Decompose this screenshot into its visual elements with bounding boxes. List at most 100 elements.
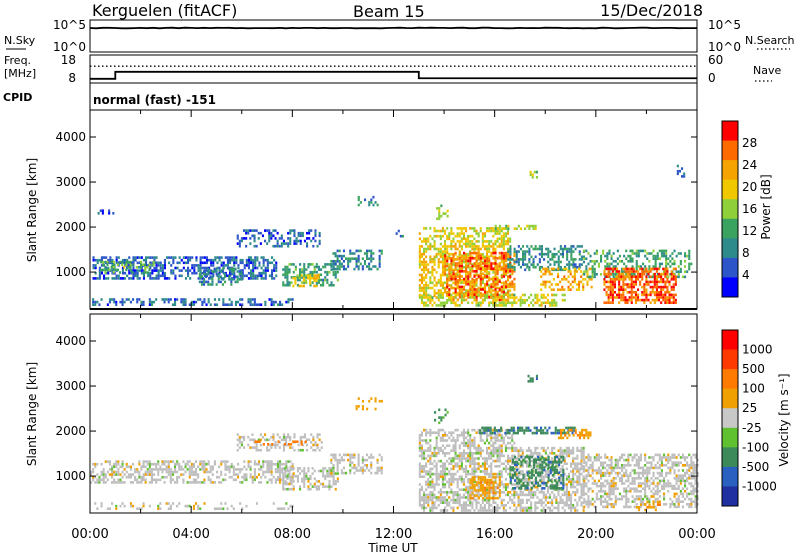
heatmap-cell (273, 269, 276, 272)
heatmap-cell (262, 271, 265, 275)
heatmap-cell (278, 244, 281, 248)
heatmap-cell (519, 449, 522, 452)
heatmap-cell (125, 470, 128, 474)
heatmap-cell (317, 480, 320, 483)
heatmap-cell (446, 257, 449, 260)
heatmap-cell (301, 270, 304, 274)
heatmap-cell (522, 252, 525, 256)
heatmap-cell (580, 275, 583, 278)
heatmap-cell (504, 485, 507, 489)
heatmap-cell (500, 257, 503, 260)
heatmap-cell (452, 268, 455, 272)
heatmap-cell (528, 491, 531, 494)
heatmap-cell (425, 250, 428, 253)
heatmap-cell (221, 267, 224, 271)
heatmap-cell (585, 249, 588, 253)
sky-tick-left-top: 10^5 (53, 18, 86, 32)
heatmap-cell (458, 285, 461, 289)
heatmap-cell (187, 256, 190, 259)
heatmap-cell (486, 250, 489, 253)
heatmap-cell (557, 255, 560, 259)
heatmap-cell (435, 446, 438, 450)
heatmap-cell (502, 454, 505, 458)
heatmap-cell (671, 252, 674, 255)
heatmap-cell (220, 264, 223, 267)
heatmap-cell (199, 264, 202, 267)
heatmap-cell (121, 481, 124, 484)
heatmap-cell (172, 261, 175, 265)
heatmap-cell (465, 472, 468, 476)
heatmap-cell (662, 278, 665, 281)
heatmap-cell (129, 268, 132, 272)
heatmap-cell (423, 475, 426, 478)
heatmap-cell (418, 493, 421, 497)
heatmap-cell (471, 457, 474, 460)
heatmap-cell (683, 172, 686, 176)
heatmap-cell (605, 267, 608, 271)
heatmap-cell (572, 475, 575, 478)
heatmap-cell (620, 298, 623, 302)
heatmap-cell (264, 438, 267, 442)
heatmap-cell (299, 273, 302, 277)
heatmap-cell (272, 433, 275, 436)
heatmap-cell (241, 475, 244, 479)
heatmap-cell (328, 482, 331, 486)
heatmap-cell (477, 275, 480, 278)
heatmap-cell (176, 481, 179, 484)
heatmap-cell (688, 265, 691, 268)
heatmap-cell (479, 272, 482, 276)
heatmap-cell (328, 485, 331, 488)
heatmap-cell (309, 263, 312, 266)
heatmap-cell (303, 268, 306, 271)
heatmap-cell (161, 475, 164, 479)
heatmap-cell (603, 270, 606, 273)
heatmap-cell (561, 449, 564, 452)
heatmap-cell (189, 258, 192, 262)
heatmap-cell (273, 258, 276, 262)
heatmap-cell (125, 462, 128, 466)
heatmap-cell (132, 462, 135, 466)
heatmap-cell (370, 456, 373, 459)
heatmap-cell (370, 453, 373, 457)
heatmap-cell (138, 460, 141, 463)
heatmap-cell (559, 252, 562, 256)
heatmap-cell (247, 277, 250, 280)
heatmap-cell (511, 258, 514, 261)
heatmap-cell (190, 303, 193, 306)
heatmap-cell (317, 268, 320, 271)
heatmap-cell (132, 473, 135, 476)
heatmap-cell (580, 270, 583, 273)
heatmap-cell (288, 469, 291, 473)
heatmap-cell (280, 237, 283, 240)
heatmap-cell (492, 293, 495, 296)
heatmap-cell (456, 491, 459, 494)
heatmap-cell (182, 460, 185, 463)
freq-panel: Freq. [MHz] 18 8 60 0 Nave (4, 53, 781, 85)
heatmap-cell (559, 446, 562, 450)
heatmap-cell (509, 245, 512, 248)
heatmap-cell (338, 267, 341, 271)
heatmap-cell (207, 478, 210, 482)
heatmap-cell (502, 467, 505, 471)
heatmap-cell (677, 273, 680, 276)
heatmap-cell (490, 245, 493, 248)
heatmap-cell (420, 298, 423, 302)
heatmap-cell (336, 254, 339, 258)
heatmap-cell (490, 462, 493, 465)
heatmap-cell (543, 258, 546, 261)
heatmap-cell (353, 466, 356, 470)
heatmap-cell (429, 242, 432, 246)
heatmap-cell (576, 245, 579, 248)
heatmap-cell (290, 263, 293, 266)
heatmap-cell (546, 446, 549, 450)
heatmap-cell (433, 301, 436, 305)
heatmap-cell (306, 438, 309, 442)
heatmap-cell (272, 303, 275, 306)
heatmap-cell (209, 468, 212, 471)
heatmap-cell (169, 470, 172, 474)
heatmap-cell (366, 466, 369, 470)
heatmap-cell (524, 263, 527, 266)
heatmap-cell (220, 462, 223, 466)
heatmap-cell (159, 465, 162, 469)
heatmap-cell (330, 474, 333, 478)
